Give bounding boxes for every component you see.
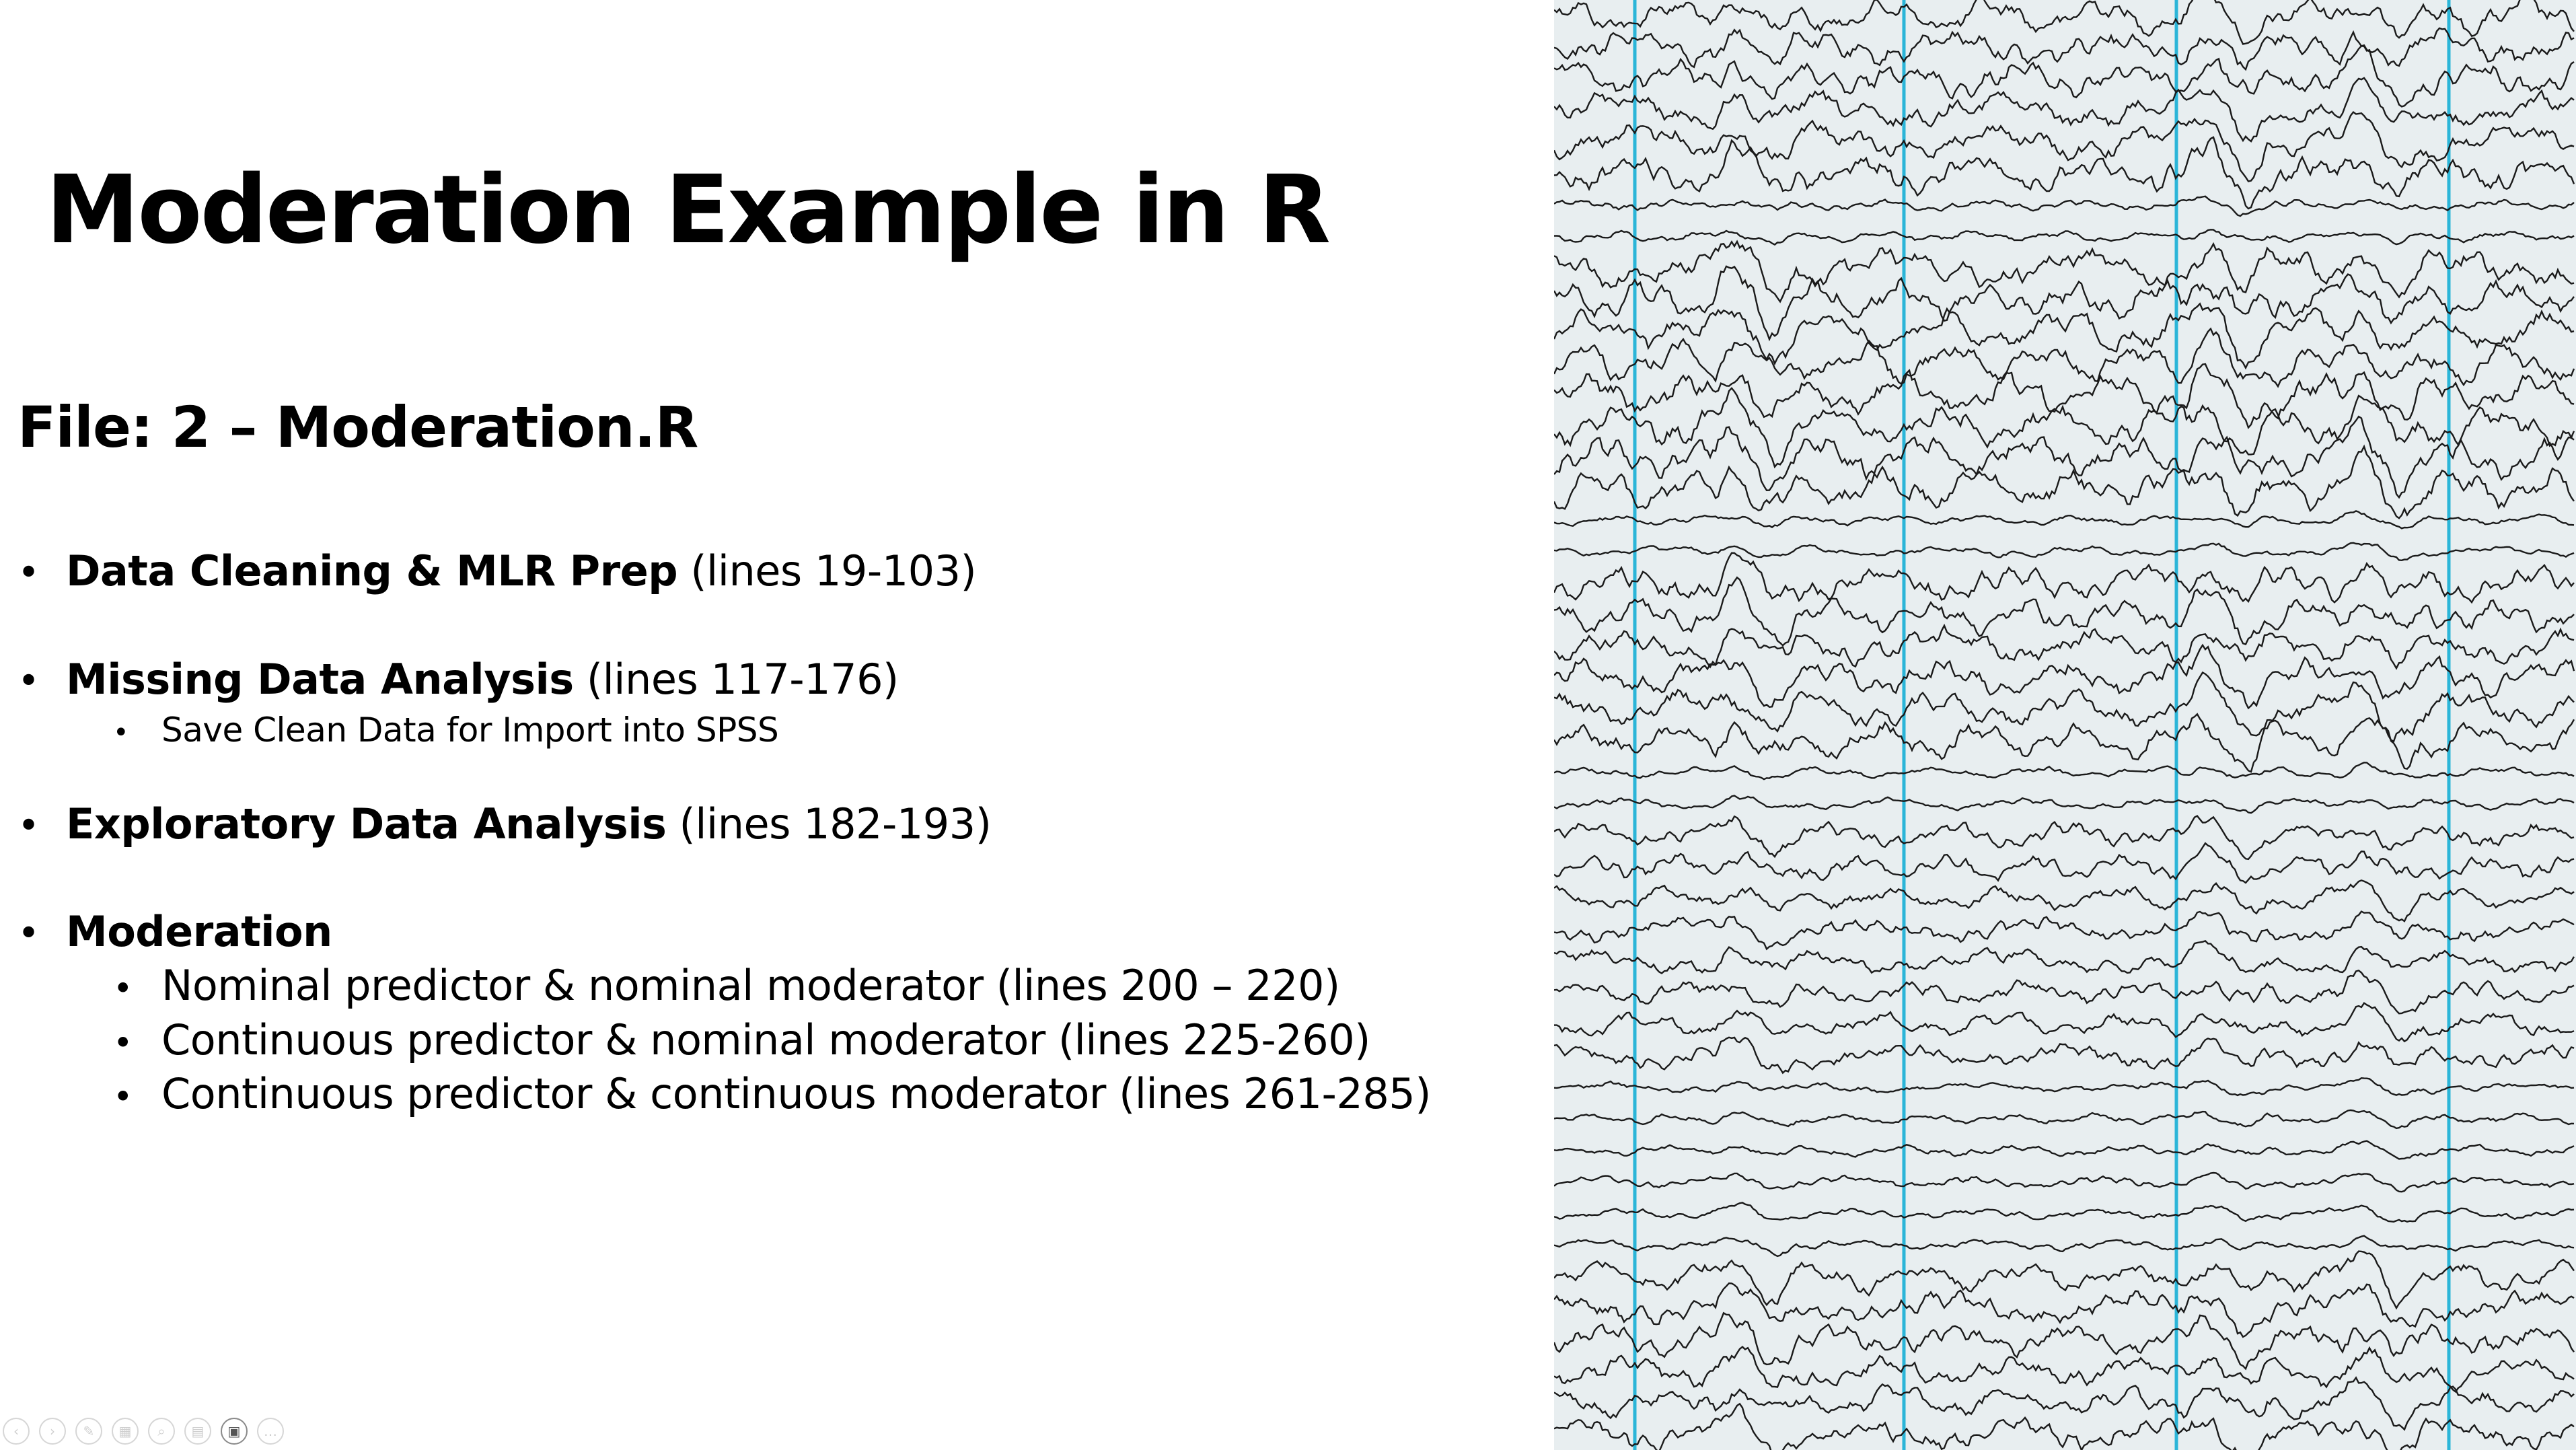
eeg-trace bbox=[1554, 415, 2575, 499]
eeg-trace bbox=[1554, 1140, 2575, 1160]
eeg-trace bbox=[1554, 0, 2575, 45]
eeg-trace bbox=[1554, 1311, 2575, 1371]
eeg-trace bbox=[1554, 1002, 2575, 1043]
eeg-trace bbox=[1554, 27, 2575, 71]
all-slides-icon[interactable]: ▦ bbox=[112, 1418, 139, 1445]
eeg-trace bbox=[1554, 879, 2575, 922]
zoom-icon[interactable]: ⌕ bbox=[148, 1418, 175, 1445]
eeg-waveform-icon bbox=[1554, 0, 2575, 1450]
slideshow-toolbar: ‹ › ✎ ▦ ⌕ ▤ ▣ … bbox=[0, 1416, 284, 1446]
bullet-glyph: • bbox=[17, 912, 40, 955]
eeg-trace bbox=[1554, 552, 2575, 604]
eeg-trace bbox=[1554, 842, 2575, 884]
eeg-trace bbox=[1554, 671, 2575, 743]
eeg-trace bbox=[1554, 1109, 2575, 1130]
eeg-trace bbox=[1554, 444, 2575, 519]
pen-icon[interactable]: ✎ bbox=[75, 1418, 102, 1445]
sub-bullet-text: Continuous predictor & nominal moderator… bbox=[161, 1015, 1370, 1064]
bullet-bold-label: Exploratory Data Analysis bbox=[66, 799, 667, 848]
subtitles-icon[interactable]: ▤ bbox=[184, 1418, 211, 1445]
eeg-trace bbox=[1554, 510, 2575, 530]
sub-bullet-text: Continuous predictor & continuous modera… bbox=[161, 1069, 1431, 1118]
eeg-trace bbox=[1554, 240, 2575, 303]
bullet-glyph: • bbox=[113, 1023, 133, 1062]
bullet-data-cleaning: • Data Cleaning & MLR Prep (lines 19-103) bbox=[17, 541, 977, 604]
camera-icon[interactable]: ▣ bbox=[221, 1418, 248, 1445]
eeg-trace bbox=[1554, 1250, 2575, 1310]
eeg-trace bbox=[1554, 940, 2575, 974]
sub-bullet-text: Nominal predictor & nominal moderator (l… bbox=[161, 961, 1340, 1010]
slide-subtitle: File: 2 – Moderation.R bbox=[17, 394, 698, 460]
eeg-trace bbox=[1554, 1036, 2575, 1075]
eeg-trace bbox=[1554, 795, 2575, 814]
bullet-glyph: • bbox=[113, 1077, 133, 1116]
eeg-trace bbox=[1554, 110, 2575, 182]
bullet-moderation: • Moderation bbox=[17, 902, 332, 964]
eeg-trace bbox=[1554, 195, 2575, 217]
bullet-missing-data: • Missing Data Analysis (lines 117-176) bbox=[17, 649, 899, 712]
eeg-recording-image bbox=[1554, 0, 2576, 1450]
eeg-trace bbox=[1554, 1235, 2575, 1258]
eeg-trace bbox=[1554, 265, 2575, 342]
bullet-line-range: (lines 19-103) bbox=[677, 546, 977, 595]
eeg-trace bbox=[1554, 1171, 2575, 1193]
bullet-bold-label: Data Cleaning & MLR Prep bbox=[66, 546, 678, 595]
bullet-glyph: • bbox=[17, 804, 40, 848]
bullet-bold-label: Missing Data Analysis bbox=[66, 655, 574, 704]
eeg-trace bbox=[1554, 77, 2575, 143]
eeg-trace bbox=[1554, 643, 2575, 710]
eeg-trace bbox=[1554, 1202, 2575, 1223]
sub-bullet-nominal-nominal: • Nominal predictor & nominal moderator (… bbox=[113, 955, 1340, 1019]
next-slide-icon[interactable]: › bbox=[39, 1418, 66, 1445]
eeg-trace bbox=[1554, 1376, 2575, 1431]
eeg-trace bbox=[1554, 762, 2575, 781]
eeg-trace bbox=[1554, 327, 2575, 388]
eeg-trace bbox=[1554, 363, 2575, 429]
bullet-glyph: • bbox=[113, 717, 129, 748]
bullet-bold-label: Moderation bbox=[66, 907, 332, 956]
eeg-trace bbox=[1554, 229, 2575, 246]
eeg-trace bbox=[1554, 1346, 2575, 1393]
more-options-icon[interactable]: … bbox=[257, 1418, 284, 1445]
bullet-glyph: • bbox=[17, 551, 40, 595]
eeg-trace bbox=[1554, 387, 2575, 469]
eeg-trace bbox=[1554, 542, 2575, 562]
bullet-line-range: (lines 182-193) bbox=[666, 799, 992, 848]
eeg-trace bbox=[1554, 970, 2575, 1015]
eeg-trace bbox=[1554, 713, 2575, 773]
eeg-trace bbox=[1554, 576, 2575, 647]
previous-slide-icon[interactable]: ‹ bbox=[3, 1418, 30, 1445]
eeg-trace bbox=[1554, 1402, 2575, 1450]
eeg-trace bbox=[1554, 910, 2575, 951]
eeg-trace bbox=[1554, 623, 2575, 670]
eeg-trace bbox=[1554, 815, 2575, 861]
sub-bullet-text: Save Clean Data for Import into SPSS bbox=[161, 711, 779, 750]
eeg-trace bbox=[1554, 302, 2575, 370]
sub-bullet-continuous-continuous: • Continuous predictor & continuous moder… bbox=[113, 1064, 1431, 1127]
eeg-trace bbox=[1554, 1282, 2575, 1338]
eeg-trace bbox=[1554, 45, 2575, 108]
sub-bullet-save-clean-data: • Save Clean Data for Import into SPSS bbox=[113, 706, 779, 756]
bullet-glyph: • bbox=[17, 659, 40, 703]
slide-title: Moderation Example in R bbox=[46, 155, 1331, 265]
bullet-line-range: (lines 117-176) bbox=[573, 655, 899, 704]
bullet-glyph: • bbox=[113, 969, 133, 1008]
eeg-trace bbox=[1554, 1077, 2575, 1097]
bullet-exploratory-analysis: • Exploratory Data Analysis (lines 182-19… bbox=[17, 794, 992, 857]
sub-bullet-continuous-nominal: • Continuous predictor & nominal moderato… bbox=[113, 1010, 1370, 1073]
eeg-trace bbox=[1554, 136, 2575, 210]
